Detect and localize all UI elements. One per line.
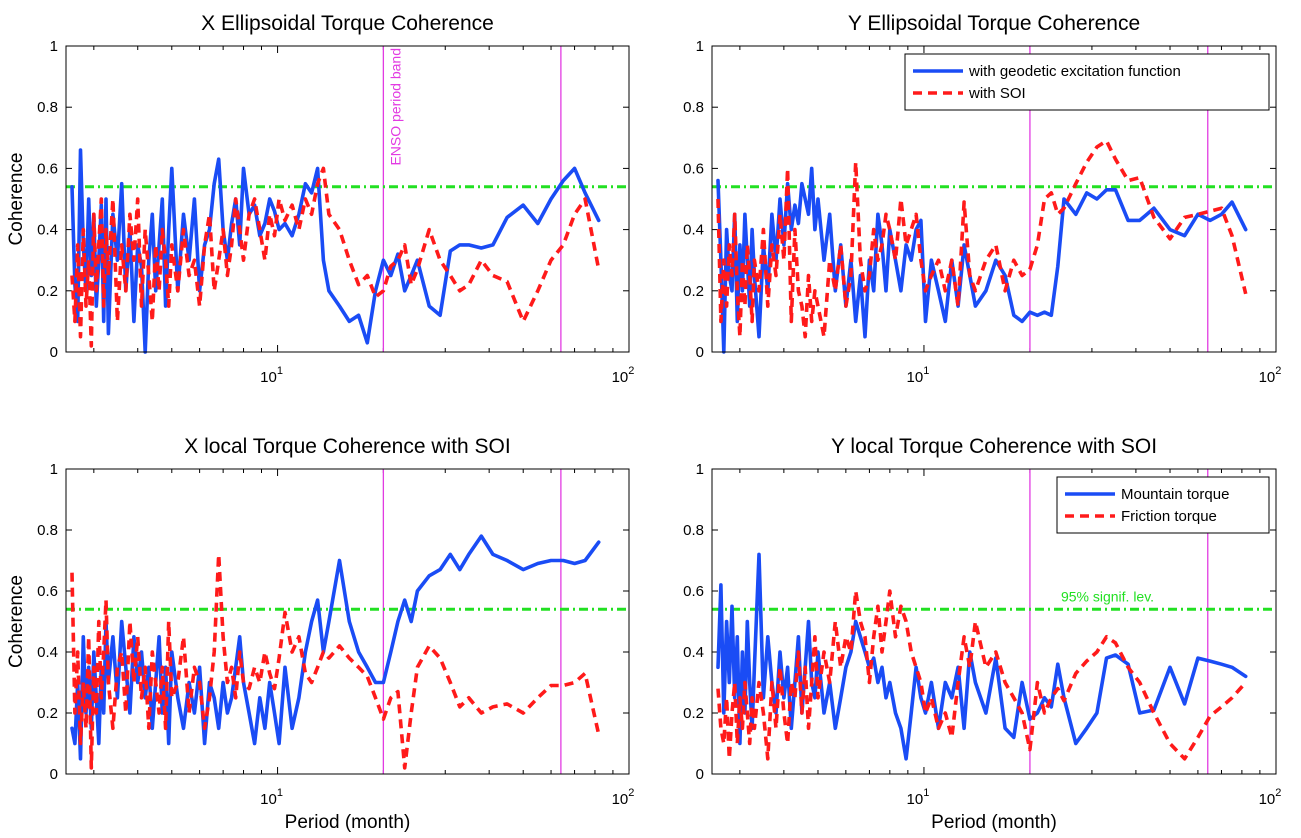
chart-title: X local Torque Coherence with SOI xyxy=(184,435,510,458)
x-tick-label: 102 xyxy=(612,787,635,808)
y-tick-label: 0.6 xyxy=(683,160,704,177)
y-tick-label: 0.8 xyxy=(37,99,58,116)
y-tick-label: 0.4 xyxy=(37,644,58,661)
legend-label-2: with SOI xyxy=(968,85,1026,102)
series-line-1 xyxy=(716,552,1248,761)
chart-title: Y Ellipsoidal Torque Coherence xyxy=(848,12,1140,35)
y-tick-label: 0.8 xyxy=(683,99,704,116)
y-tick-label: 1 xyxy=(50,461,58,478)
x-tick-label: 101 xyxy=(260,787,283,808)
plot-frame xyxy=(65,468,630,775)
y-tick-label: 0.6 xyxy=(683,583,704,600)
panel-1: 0 0.2 0.4 0.6 0.8 1 101 102 ENSO period band X El… xyxy=(6,12,634,386)
x-axis-label: Period (month) xyxy=(285,812,411,833)
x-tick-label: 102 xyxy=(1259,365,1282,386)
y-tick-label: 0.8 xyxy=(683,522,704,539)
y-tick-label: 0.6 xyxy=(37,160,58,177)
panel-4: 0 0.2 0.4 0.6 0.8 1 101 102 95% signif. lev. Y lo… xyxy=(683,435,1281,833)
x-tick-label: 102 xyxy=(612,365,635,386)
x-tick-label: 101 xyxy=(907,787,930,808)
x-tick-label: 102 xyxy=(1259,787,1282,808)
panel-3: 0 0.2 0.4 0.6 0.8 1 101 102 X local Torque Coher… xyxy=(6,435,634,833)
x-axis-label: Period (month) xyxy=(931,812,1057,833)
y-tick-label: 0 xyxy=(696,344,704,361)
panel-2: 0 0.2 0.4 0.6 0.8 1 101 102 Y Ellipsoidal Torque… xyxy=(683,12,1281,386)
y-tick-label: 0.4 xyxy=(683,644,704,661)
plot-frame xyxy=(711,45,1277,353)
legend-box xyxy=(904,53,1270,111)
y-tick-label: 0.2 xyxy=(37,705,58,722)
y-tick-label: 0.6 xyxy=(37,583,58,600)
y-tick-label: 0.2 xyxy=(683,705,704,722)
legend: with geodetic excitation function with SO… xyxy=(904,53,1270,111)
significance-label: 95% signif. lev. xyxy=(1061,588,1154,604)
x-tick-label: 101 xyxy=(260,365,283,386)
y-axis-label: Coherence xyxy=(6,153,27,246)
series-line-2 xyxy=(716,139,1248,339)
y-tick-label: 1 xyxy=(50,38,58,55)
y-tick-label: 1 xyxy=(696,38,704,55)
plot-frame xyxy=(65,45,630,353)
y-tick-label: 1 xyxy=(696,461,704,478)
series-line-2 xyxy=(716,589,1248,761)
legend-box xyxy=(1056,476,1270,534)
chart-title: X Ellipsoidal Torque Coherence xyxy=(201,12,494,35)
y-tick-label: 0.4 xyxy=(37,222,58,239)
legend-label-1: Mountain torque xyxy=(1121,486,1229,503)
y-tick-label: 0 xyxy=(696,766,704,783)
y-tick-label: 0 xyxy=(50,344,58,361)
y-tick-label: 0.2 xyxy=(683,283,704,300)
series-line-1 xyxy=(716,166,1248,354)
series-line-2 xyxy=(70,166,601,348)
plot-frame xyxy=(711,468,1277,775)
y-axis-label: Coherence xyxy=(6,575,27,668)
y-tick-label: 0.8 xyxy=(37,522,58,539)
plot-area xyxy=(65,45,630,353)
x-tick-label: 101 xyxy=(907,365,930,386)
y-tick-label: 0.4 xyxy=(683,222,704,239)
y-tick-label: 0.2 xyxy=(37,283,58,300)
band-label: ENSO period band xyxy=(387,48,403,166)
legend: Mountain torque Friction torque xyxy=(1056,476,1270,534)
legend-label-2: Friction torque xyxy=(1121,508,1217,525)
y-tick-label: 0 xyxy=(50,766,58,783)
legend-label-1: with geodetic excitation function xyxy=(968,63,1181,80)
chart-title: Y local Torque Coherence with SOI xyxy=(831,435,1157,458)
series-line-2 xyxy=(70,552,601,770)
